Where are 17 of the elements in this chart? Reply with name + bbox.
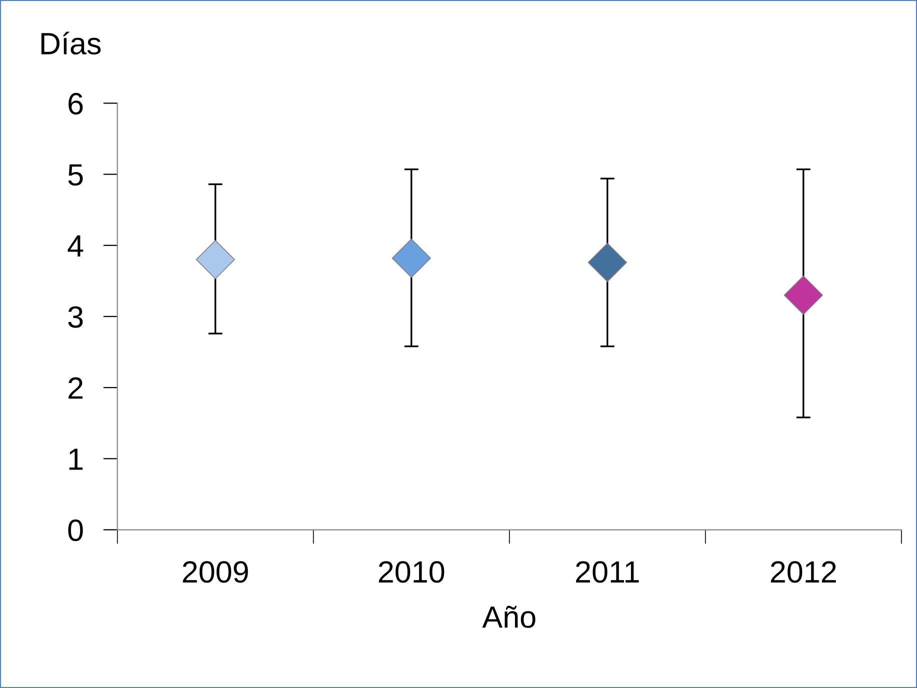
- point: [588, 242, 627, 282]
- y-tick-label: 2: [68, 377, 83, 399]
- y-tick-label: 6: [68, 92, 83, 115]
- x-tick-label: 2010: [378, 561, 444, 583]
- point: [392, 238, 431, 278]
- y-tick-label: 4: [68, 235, 84, 256]
- y-tick-label: 3: [68, 306, 83, 328]
- y-tick-label: 0: [68, 519, 83, 542]
- y-tick-label: 5: [68, 164, 83, 186]
- x-axis-title: Año: [482, 606, 536, 628]
- y-tick-label: 1: [69, 448, 83, 470]
- x-tick-label: 2011: [576, 561, 639, 583]
- point: [784, 276, 823, 315]
- y-axis-title: Días: [41, 32, 101, 55]
- point: [196, 240, 235, 280]
- x-tick-label: 2009: [182, 561, 248, 583]
- x-tick-label: 2012: [770, 561, 836, 583]
